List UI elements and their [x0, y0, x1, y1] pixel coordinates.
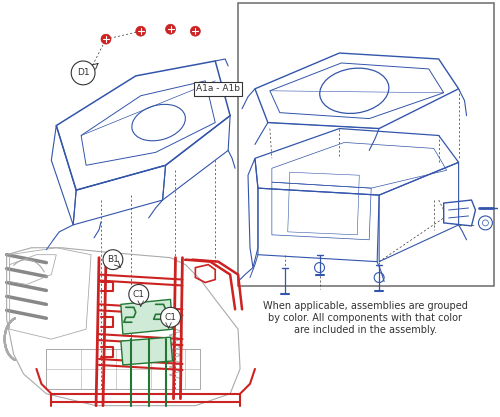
Circle shape — [190, 26, 200, 36]
Text: D1: D1 — [77, 68, 90, 78]
Circle shape — [129, 284, 148, 304]
Text: C1: C1 — [164, 313, 176, 322]
Circle shape — [160, 307, 180, 327]
Circle shape — [103, 250, 123, 269]
Polygon shape — [121, 299, 172, 334]
Text: A1a - A1b: A1a - A1b — [196, 84, 240, 93]
Text: B1: B1 — [107, 255, 119, 264]
Circle shape — [136, 26, 145, 36]
Text: C1: C1 — [132, 290, 144, 299]
Circle shape — [101, 34, 111, 44]
FancyBboxPatch shape — [238, 3, 494, 286]
Circle shape — [166, 24, 175, 34]
Polygon shape — [121, 337, 172, 365]
Circle shape — [71, 61, 95, 85]
Text: When applicable, assemblies are grouped
by color. All components with that color: When applicable, assemblies are grouped … — [263, 301, 468, 334]
